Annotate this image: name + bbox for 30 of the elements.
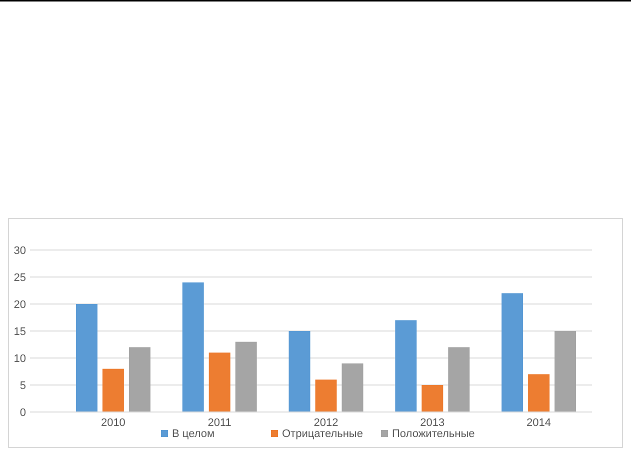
legend-label: В целом: [172, 428, 215, 440]
y-tick-label: 10: [14, 352, 26, 365]
bar: [128, 347, 150, 412]
bar: [208, 352, 230, 412]
legend-label: Отрицательные: [282, 428, 363, 440]
bar: [102, 368, 124, 412]
bar: [76, 304, 98, 412]
x-tick-label: 2012: [314, 417, 338, 429]
bar: [448, 347, 470, 412]
x-tick-label: 2013: [420, 417, 445, 429]
x-tick-label: 2011: [208, 417, 232, 429]
y-tick-label: 5: [20, 380, 26, 392]
bar: [315, 380, 337, 412]
y-tick-label: 0: [20, 406, 26, 419]
bar: [528, 374, 550, 412]
bar: [288, 331, 310, 412]
x-tick-label: 2014: [526, 417, 552, 429]
legend-label: Положительные: [392, 428, 475, 440]
x-tick-label: 2010: [100, 417, 126, 429]
bar: [235, 342, 257, 412]
y-tick-label: 30: [14, 244, 26, 257]
bar: [342, 363, 364, 412]
bar: [395, 320, 417, 412]
y-tick-label: 15: [14, 326, 26, 338]
bar: [502, 293, 524, 412]
bar: [554, 331, 576, 412]
y-tick-label: 20: [14, 298, 26, 311]
bar: [422, 385, 444, 412]
bar: [182, 282, 204, 412]
y-tick-label: 25: [14, 272, 26, 284]
